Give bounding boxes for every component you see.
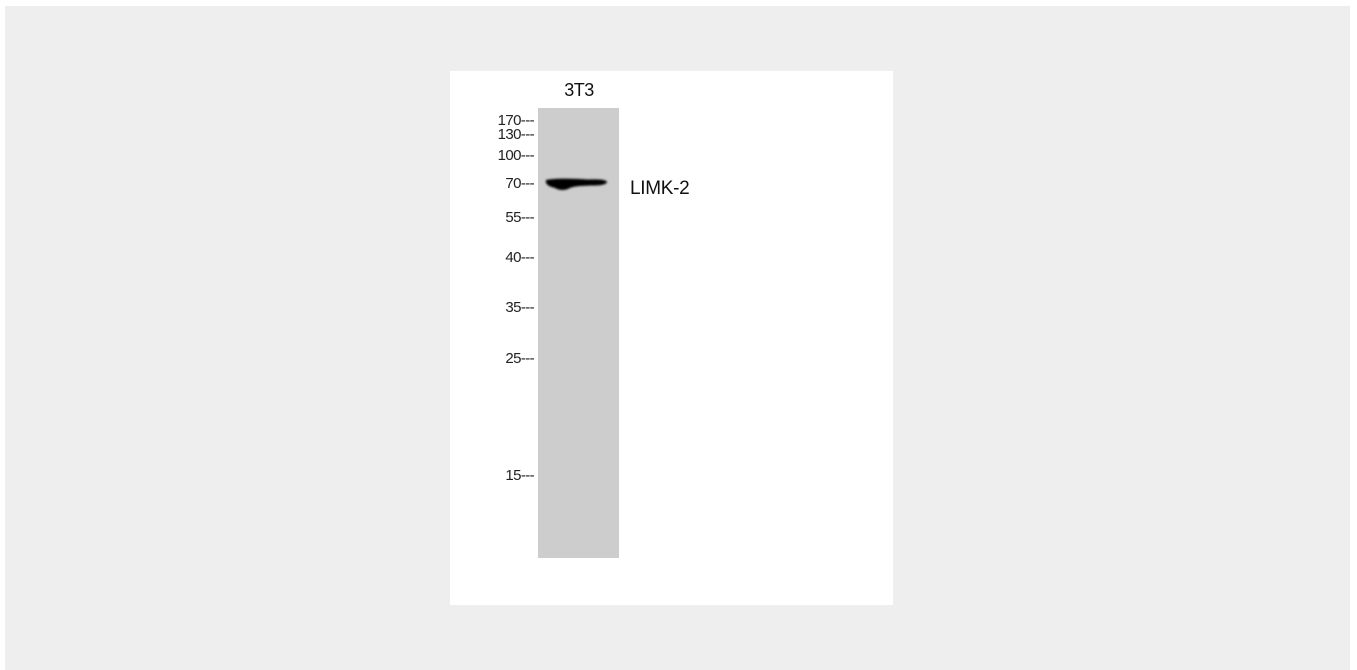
marker-25: 25--- [505, 350, 534, 367]
marker-100: 100--- [497, 147, 535, 164]
lane-label: 3T3 [564, 80, 594, 100]
marker-55: 55--- [505, 209, 534, 226]
western-blot-image [450, 71, 893, 605]
marker-130: 130--- [497, 126, 535, 143]
marker-35: 35--- [505, 299, 534, 316]
marker-170: 170--- [497, 112, 535, 129]
marker-40: 40--- [505, 249, 534, 266]
marker-15: 15--- [505, 467, 534, 484]
marker-70: 70--- [505, 175, 534, 192]
band-label: LIMK-2 [630, 178, 690, 199]
protein-band [543, 175, 609, 193]
